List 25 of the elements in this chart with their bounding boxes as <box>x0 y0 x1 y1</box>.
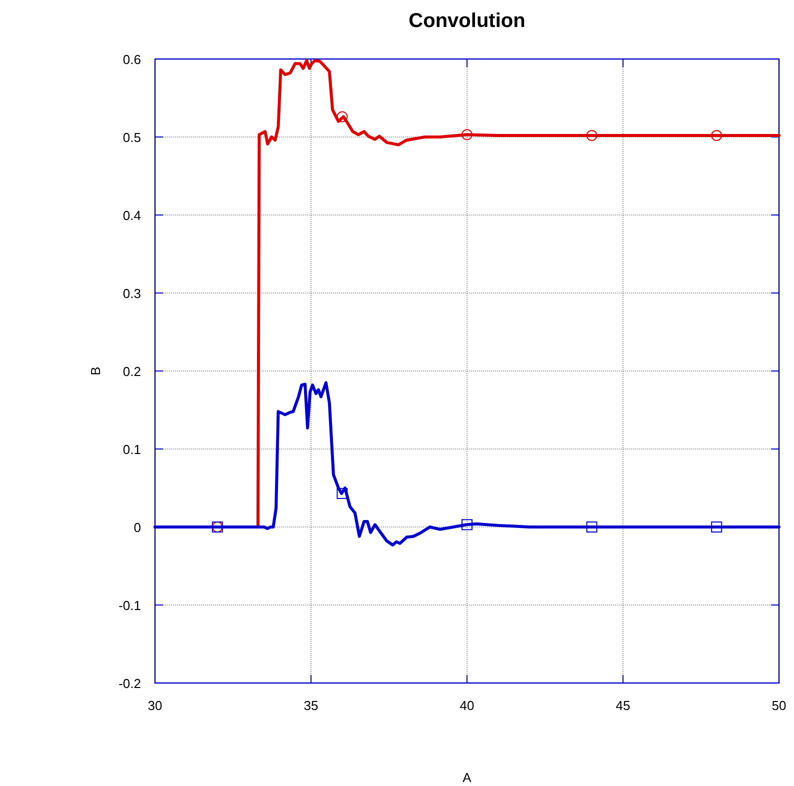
point <box>586 130 598 141</box>
point <box>711 522 722 532</box>
point <box>336 488 348 499</box>
point <box>462 519 472 530</box>
y-tick-label: 0 <box>134 520 141 535</box>
y-tick-label: 0.4 <box>122 208 141 223</box>
y-axis-title: B <box>88 366 103 376</box>
y-tick-label: -0.1 <box>118 598 141 613</box>
x-tick-label: 40 <box>460 698 474 713</box>
point <box>462 129 472 140</box>
x-tick-label: 45 <box>616 698 630 713</box>
y-tick-label: 0.2 <box>122 364 141 379</box>
y-tick-label: 0.5 <box>122 130 141 145</box>
y-tick-label: 0.3 <box>122 286 141 301</box>
point <box>586 522 598 532</box>
chart-title: Convolution <box>408 10 526 32</box>
y-tick-label: 0.1 <box>122 442 141 457</box>
x-axis-title: A <box>462 770 472 785</box>
y-tick-label: -0.2 <box>118 676 141 691</box>
point <box>711 130 722 141</box>
x-tick-label: 50 <box>772 698 786 713</box>
x-tick-label: 30 <box>148 698 162 713</box>
y-tick-label: 0.6 <box>122 52 141 67</box>
point <box>336 111 348 122</box>
x-tick-label: 35 <box>304 698 318 713</box>
